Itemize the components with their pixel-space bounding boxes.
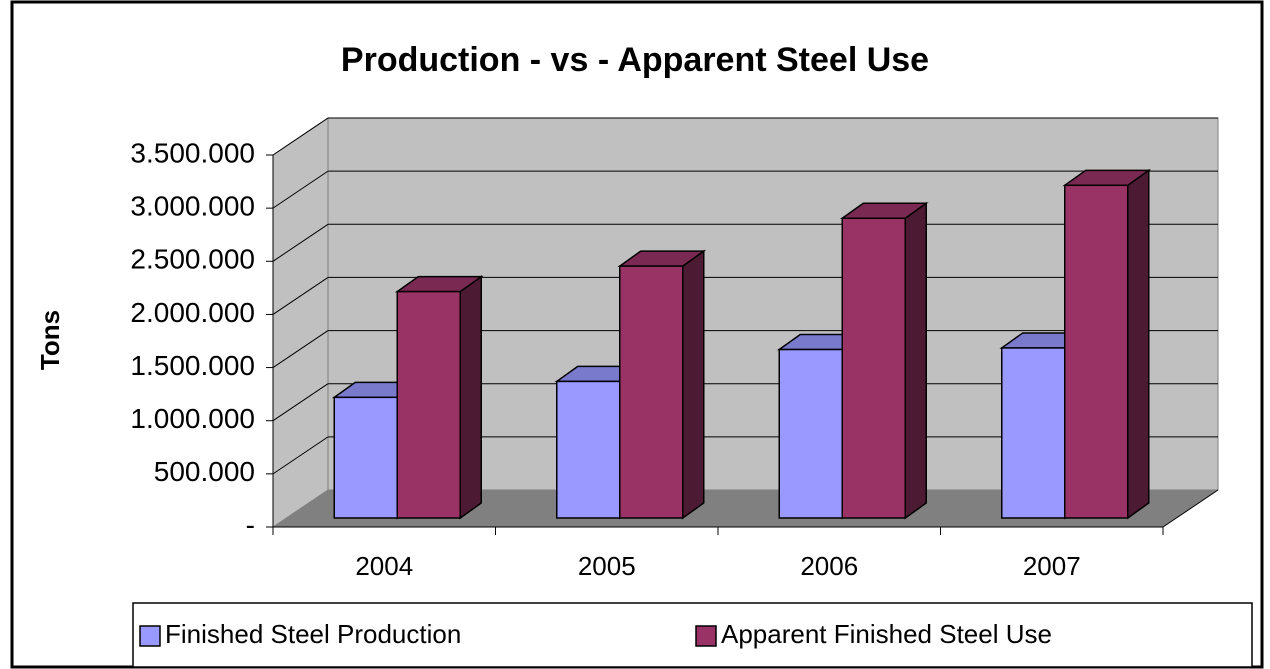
chart-title: Production - vs - Apparent Steel Use bbox=[341, 41, 929, 79]
bar-side bbox=[904, 201, 927, 520]
grid-line bbox=[272, 277, 329, 315]
y-tick-label: 2.500.000 bbox=[130, 244, 255, 275]
bar bbox=[1064, 184, 1129, 519]
grid-line bbox=[272, 383, 329, 422]
bar bbox=[333, 396, 398, 519]
legend-swatch bbox=[139, 625, 161, 647]
x-tick-label: 2005 bbox=[578, 551, 636, 581]
y-tick-label: 1.000.000 bbox=[130, 403, 255, 434]
bar bbox=[619, 265, 684, 519]
grid-line bbox=[272, 170, 329, 209]
grid-line bbox=[272, 436, 329, 475]
grid-line bbox=[272, 223, 329, 262]
grid-line bbox=[272, 330, 329, 368]
floor bbox=[273, 490, 1218, 527]
y-tick-label: 1.500.000 bbox=[130, 350, 255, 381]
bar bbox=[841, 217, 906, 519]
legend bbox=[132, 602, 1253, 668]
bar bbox=[396, 290, 461, 519]
y-tick-label: 3.500.000 bbox=[130, 137, 255, 168]
bar-side bbox=[682, 249, 705, 520]
grid-line bbox=[272, 117, 329, 156]
bar bbox=[778, 348, 843, 519]
y-tick-label: 3.000.000 bbox=[130, 191, 255, 222]
y-tick-label: 500.000 bbox=[154, 456, 255, 487]
y-tick-label: - bbox=[246, 509, 255, 540]
legend-label: Finished Steel Production bbox=[165, 619, 461, 649]
legend-label: Apparent Finished Steel Use bbox=[721, 619, 1052, 649]
legend-swatch bbox=[695, 625, 717, 647]
bar-side bbox=[459, 275, 482, 520]
bar bbox=[556, 380, 621, 519]
bar bbox=[1001, 347, 1066, 519]
x-tick-label: 2006 bbox=[800, 551, 858, 581]
x-tick-label: 2004 bbox=[355, 551, 413, 581]
y-axis-label: Tons bbox=[35, 310, 65, 370]
y-tick-label: 2.000.000 bbox=[130, 297, 255, 328]
side-wall bbox=[272, 117, 329, 528]
floor-edge bbox=[1162, 489, 1219, 528]
bar-side bbox=[1127, 168, 1150, 520]
x-tick-label: 2007 bbox=[1023, 551, 1081, 581]
